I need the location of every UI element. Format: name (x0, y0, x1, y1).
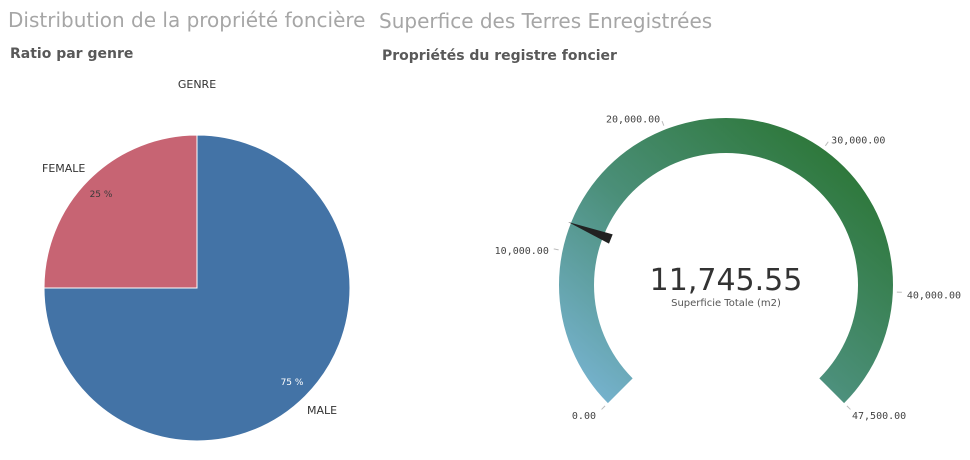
left-panel-subtitle: Ratio par genre (10, 46, 134, 62)
gauge-tick (553, 248, 559, 251)
gauge-value: 11,745.55 (650, 263, 803, 298)
pie-label-female: FEMALE (42, 162, 85, 175)
left-panel-title: Distribution de la propriété foncière (8, 8, 366, 32)
gauge-tick (824, 141, 829, 147)
gauge-tick-label: 30,000.00 (831, 136, 885, 147)
gauge-tick-label: 40,000.00 (907, 290, 961, 301)
pie-slice-male[interactable] (43, 134, 351, 442)
gauge-tick-label: 47,500.00 (852, 411, 906, 422)
pie-pct-female: 25 % (90, 190, 113, 200)
gauge-tick (601, 405, 606, 410)
gauge-tick (846, 405, 851, 410)
pie-chart: GENRE FEMALE 25 % MALE 75 % (42, 78, 351, 442)
gauge-chart: 0.00 10,000.00 20,000.00 30,000.00 40,000.00… (495, 114, 961, 422)
pie-label-male: MALE (307, 404, 337, 417)
gauge-band (558, 118, 893, 404)
right-panel-subtitle: Propriétés du registre foncier (382, 48, 617, 64)
gauge-value-label: Superficie Totale (m2) (671, 298, 781, 309)
gauge-needle (568, 221, 613, 244)
pie-pct-male: 75 % (281, 378, 304, 388)
gauge-tick-label: 0.00 (572, 411, 596, 422)
right-panel-title: Superfice des Terres Enregistrées (379, 9, 713, 33)
gauge-tick-label: 10,000.00 (495, 246, 549, 257)
gauge-tick (661, 120, 665, 126)
pie-legend-title: GENRE (178, 78, 216, 91)
gauge-tick-label: 20,000.00 (606, 114, 660, 125)
pie-slice-female[interactable] (43, 134, 198, 289)
